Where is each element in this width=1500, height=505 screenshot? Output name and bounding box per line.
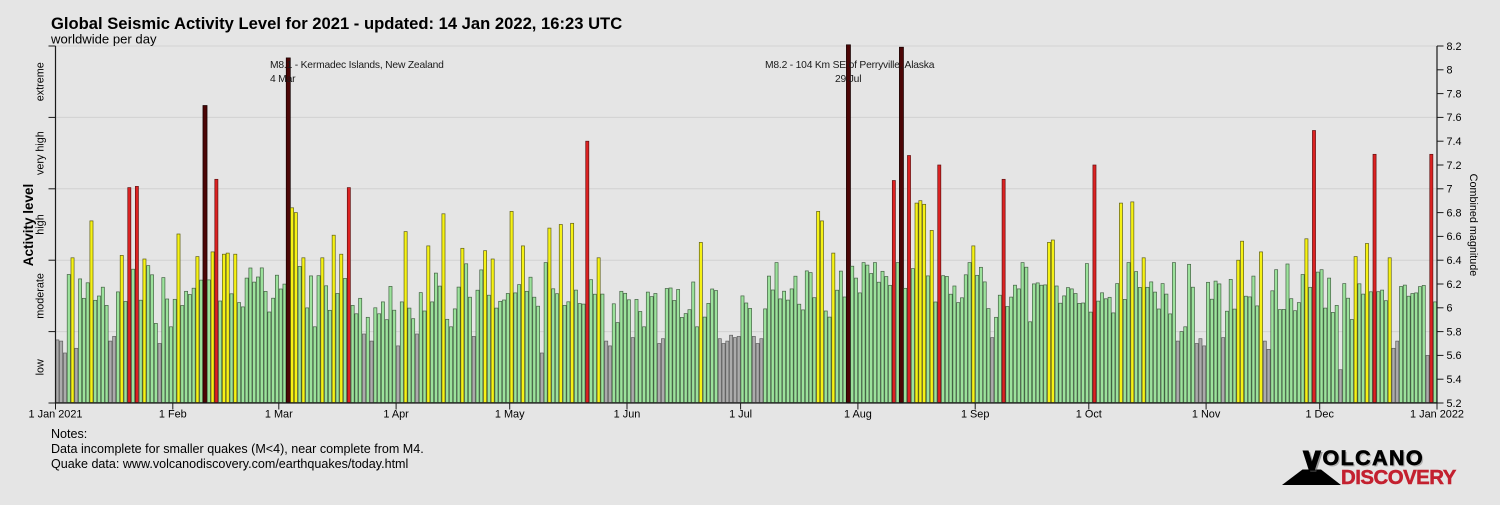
svg-text:5.2: 5.2 <box>1447 398 1462 410</box>
svg-text:7: 7 <box>1447 184 1453 196</box>
svg-text:1 Sep: 1 Sep <box>961 409 989 421</box>
svg-text:29 Jul: 29 Jul <box>835 74 861 85</box>
svg-text:DISCOVERY: DISCOVERY <box>1341 467 1457 489</box>
svg-text:1 Nov: 1 Nov <box>1192 409 1221 421</box>
svg-text:M8.2 - 104 Km SE of Perryville: M8.2 - 104 Km SE of Perryville, Alaska <box>765 60 935 71</box>
svg-text:1 Dec: 1 Dec <box>1305 409 1334 421</box>
svg-text:moderate: moderate <box>35 273 47 319</box>
svg-text:5.8: 5.8 <box>1447 326 1462 338</box>
svg-text:1 Jul: 1 Jul <box>729 409 752 421</box>
svg-text:1 Oct: 1 Oct <box>1076 409 1102 421</box>
svg-text:6.4: 6.4 <box>1447 255 1462 267</box>
svg-text:worldwide per day: worldwide per day <box>50 32 157 47</box>
svg-text:OLCANO: OLCANO <box>1323 446 1425 470</box>
svg-text:5.6: 5.6 <box>1447 350 1462 362</box>
svg-text:Data incomplete for smaller qu: Data incomplete for smaller quakes (M<4)… <box>51 442 424 456</box>
svg-text:1 May: 1 May <box>495 409 525 421</box>
svg-text:extreme: extreme <box>35 62 47 101</box>
svg-text:Global Seismic Activity Level: Global Seismic Activity Level for 2021 -… <box>51 14 622 33</box>
svg-text:Notes:: Notes: <box>51 427 87 441</box>
svg-text:very high: very high <box>35 131 47 175</box>
svg-text:1 Jun: 1 Jun <box>614 409 641 421</box>
svg-text:8: 8 <box>1447 65 1453 77</box>
svg-text:Activity level: Activity level <box>21 184 36 267</box>
svg-text:4 Mar: 4 Mar <box>270 74 296 85</box>
svg-text:6: 6 <box>1447 303 1453 315</box>
svg-text:OLCANO: OLCANO <box>1324 448 1426 472</box>
svg-text:7.4: 7.4 <box>1447 136 1462 148</box>
svg-text:high: high <box>35 214 47 234</box>
svg-text:8.2: 8.2 <box>1447 41 1462 53</box>
svg-text:1 Jan 2022: 1 Jan 2022 <box>1410 409 1464 421</box>
svg-text:6.8: 6.8 <box>1447 207 1462 219</box>
svg-text:1 Mar: 1 Mar <box>265 409 293 421</box>
svg-text:M8.1 - Kermadec Islands, New Z: M8.1 - Kermadec Islands, New Zealand <box>270 60 444 71</box>
svg-text:1 Jan 2021: 1 Jan 2021 <box>29 409 83 421</box>
svg-text:1 Apr: 1 Apr <box>383 409 409 421</box>
svg-text:6.2: 6.2 <box>1447 279 1462 291</box>
svg-text:7.2: 7.2 <box>1447 160 1462 172</box>
svg-text:low: low <box>35 359 47 375</box>
svg-text:7.6: 7.6 <box>1447 112 1462 124</box>
svg-text:1 Aug: 1 Aug <box>844 409 872 421</box>
svg-text:6.6: 6.6 <box>1447 231 1462 243</box>
svg-text:5.4: 5.4 <box>1447 374 1462 386</box>
svg-text:7.8: 7.8 <box>1447 88 1462 100</box>
svg-text:Combined magnitude: Combined magnitude <box>1467 174 1479 277</box>
svg-text:1 Feb: 1 Feb <box>159 409 187 421</box>
svg-text:Quake data: www.volcanodiscove: Quake data: www.volcanodiscovery.com/ear… <box>51 457 408 471</box>
